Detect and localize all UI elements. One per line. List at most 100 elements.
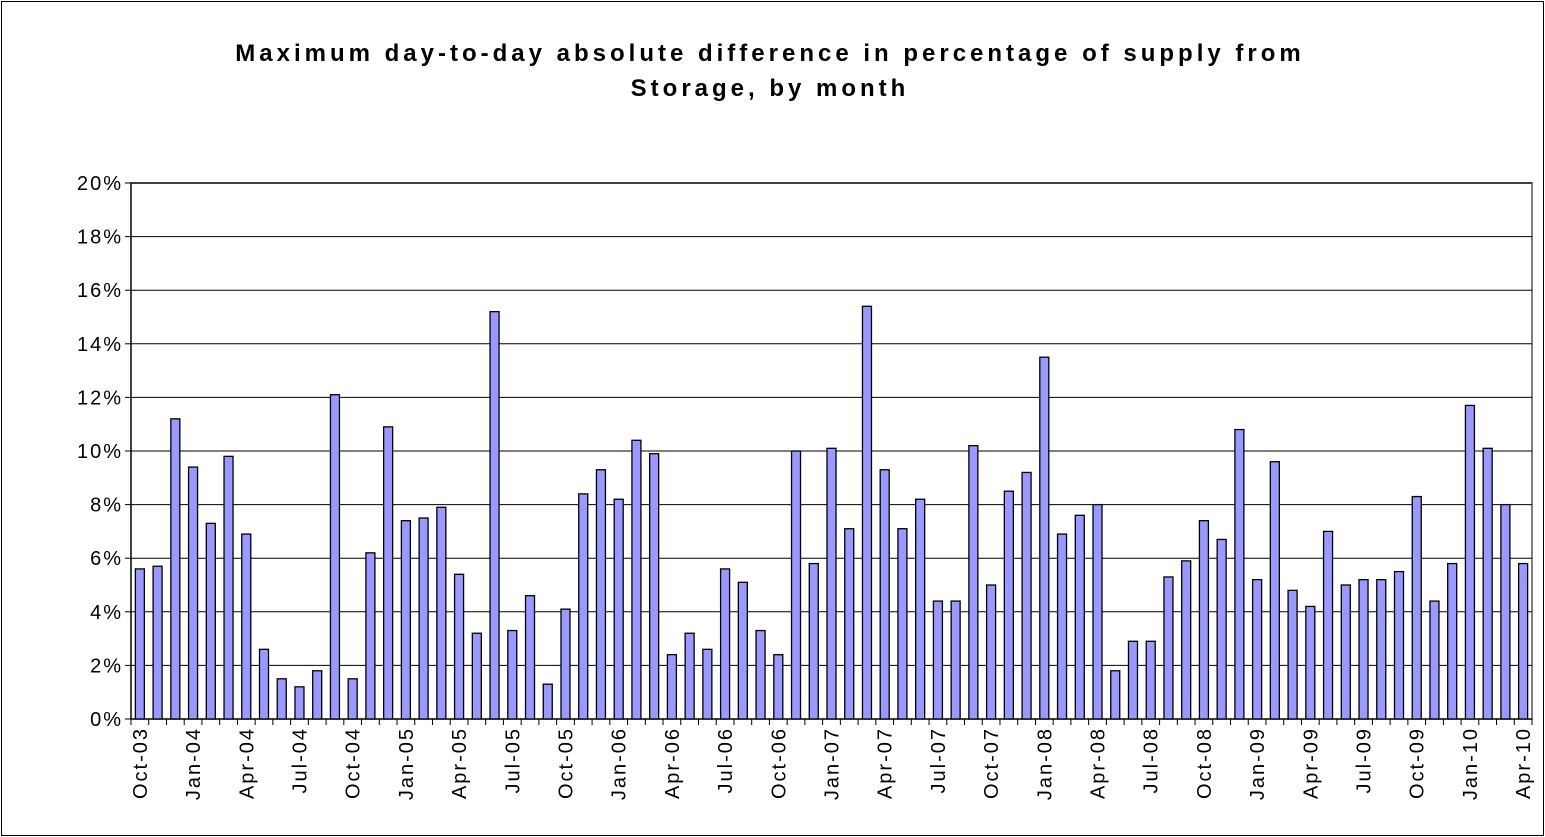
bar	[134, 568, 146, 720]
x-tick-label: Oct-09	[1407, 727, 1429, 799]
bar	[152, 565, 163, 720]
bar	[223, 455, 234, 720]
x-tick-label: Apr-06	[662, 727, 684, 799]
bar	[1092, 503, 1103, 720]
bar	[985, 584, 997, 720]
bar	[1145, 640, 1156, 720]
x-tick-label: Jan-10	[1460, 727, 1482, 800]
x-tick-label: Jul-06	[715, 727, 737, 793]
x-tick-label: Jan-06	[609, 727, 631, 800]
bar	[968, 444, 979, 720]
bar	[897, 528, 908, 720]
bar	[666, 654, 678, 720]
bar	[1021, 471, 1032, 720]
y-tick-label: 14%	[77, 334, 123, 356]
bar	[418, 517, 429, 720]
bar	[1358, 578, 1369, 720]
bar	[205, 522, 216, 720]
y-tick-label: 12%	[77, 387, 123, 409]
bar	[329, 394, 341, 720]
bar	[578, 493, 589, 720]
y-tick-label: 10%	[77, 441, 123, 463]
x-tick-label: Apr-09	[1300, 727, 1322, 799]
bar	[1110, 670, 1121, 720]
chart-title: Maximum day-to-day absolute difference i…	[235, 40, 1305, 102]
bar	[524, 595, 536, 720]
x-tick-label: Apr-10	[1513, 727, 1535, 799]
x-tick-label: Jul-07	[928, 727, 950, 793]
bar	[347, 678, 358, 720]
bar	[1198, 520, 1210, 720]
bar	[1464, 404, 1476, 720]
y-tick-label: 4%	[90, 602, 123, 624]
bar	[365, 552, 376, 720]
bar	[790, 450, 802, 720]
y-tick-label: 0%	[90, 709, 123, 731]
x-tick-label: Jan-07	[822, 727, 844, 800]
bar	[1429, 600, 1440, 720]
bar	[258, 648, 270, 720]
bar	[542, 683, 553, 720]
bar	[950, 600, 961, 720]
x-tick-label: Oct-07	[981, 727, 1003, 799]
bar	[489, 310, 500, 720]
bar	[1447, 562, 1458, 720]
bar	[1216, 538, 1227, 720]
x-tick-label: Apr-08	[1088, 727, 1110, 799]
bar	[1269, 461, 1281, 720]
y-tick-label: 8%	[90, 495, 123, 517]
bar	[382, 426, 394, 720]
bar	[1517, 562, 1529, 720]
bar	[241, 533, 252, 720]
x-tick-label: Jan-09	[1247, 727, 1269, 800]
bar	[826, 447, 837, 720]
bar	[1163, 576, 1174, 720]
bar	[400, 520, 412, 720]
bar	[187, 466, 199, 720]
bar	[312, 670, 323, 720]
x-tick-label: Oct-06	[768, 727, 790, 799]
bar	[1039, 356, 1050, 720]
bar	[1482, 447, 1493, 720]
bar	[1393, 570, 1405, 720]
bar	[507, 629, 518, 720]
x-tick-label: Jul-08	[1141, 727, 1163, 793]
bar	[1322, 530, 1334, 720]
x-tick-label: Apr-07	[875, 727, 897, 799]
x-tick-label: Oct-05	[555, 727, 577, 799]
bar	[631, 439, 642, 720]
bar	[737, 581, 748, 720]
bar	[932, 600, 944, 720]
bar	[684, 632, 695, 720]
y-tick-label: 18%	[77, 227, 123, 249]
x-tick-label: Jan-08	[1034, 727, 1056, 800]
bar	[879, 469, 890, 720]
bar	[1376, 578, 1387, 720]
x-tick-label: Jul-09	[1354, 727, 1376, 793]
bar	[1287, 589, 1298, 720]
bar	[276, 678, 287, 720]
bar	[1411, 495, 1422, 720]
x-tick-label: Oct-03	[130, 727, 152, 799]
bar	[861, 305, 873, 720]
x-tick-label: Jul-04	[289, 727, 311, 793]
x-tick-label: Jan-05	[396, 727, 418, 800]
x-tick-label: Oct-08	[1194, 727, 1216, 799]
bar	[719, 568, 731, 720]
x-tick-label: Oct-04	[343, 727, 365, 799]
y-tick-label: 6%	[90, 548, 123, 570]
bar	[649, 453, 660, 720]
bar	[1181, 560, 1192, 720]
bar	[453, 573, 465, 720]
bar	[560, 608, 571, 720]
bar	[436, 506, 447, 720]
bar	[471, 632, 482, 720]
bar	[755, 629, 766, 720]
bar	[844, 528, 855, 720]
y-tick-label: 2%	[90, 655, 123, 677]
bar	[613, 498, 624, 720]
bar	[294, 686, 305, 720]
bar	[1234, 428, 1245, 720]
bar	[1340, 584, 1351, 720]
